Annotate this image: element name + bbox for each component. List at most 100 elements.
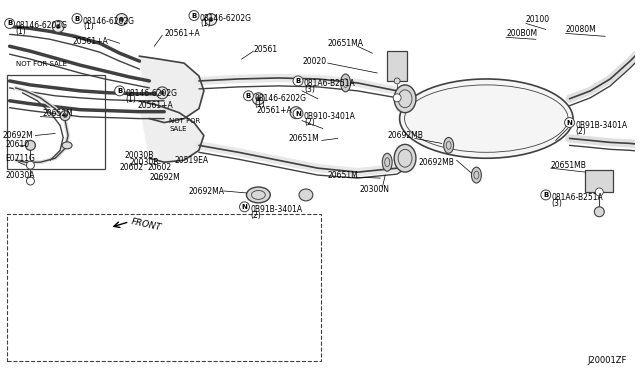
Circle shape <box>26 177 35 185</box>
Circle shape <box>116 13 127 25</box>
Text: 08146-6202G: 08146-6202G <box>255 94 307 103</box>
Text: J20001ZF: J20001ZF <box>588 356 627 365</box>
Text: 20692M: 20692M <box>149 173 180 182</box>
Circle shape <box>239 202 250 212</box>
Text: 20610: 20610 <box>6 140 30 149</box>
Circle shape <box>205 13 217 25</box>
Circle shape <box>393 94 401 102</box>
Ellipse shape <box>246 187 270 203</box>
Circle shape <box>26 161 35 169</box>
Ellipse shape <box>472 167 481 183</box>
Text: NOT FOR: NOT FOR <box>169 118 200 124</box>
Text: (1): (1) <box>255 100 265 109</box>
Ellipse shape <box>340 74 351 92</box>
Text: B: B <box>296 78 301 84</box>
Text: (2): (2) <box>250 211 261 220</box>
Bar <box>7 76 106 169</box>
Text: FRONT: FRONT <box>131 217 163 232</box>
Text: N: N <box>566 119 573 126</box>
Text: B: B <box>246 93 251 99</box>
Text: 08146-6202G: 08146-6202G <box>15 22 68 31</box>
Text: (1): (1) <box>83 22 93 32</box>
Text: 08146-6202G: 08146-6202G <box>83 16 135 26</box>
Polygon shape <box>140 56 204 122</box>
Circle shape <box>120 17 124 22</box>
Text: (1): (1) <box>125 95 136 104</box>
Circle shape <box>294 111 298 115</box>
Circle shape <box>160 91 164 95</box>
Text: B: B <box>543 192 548 198</box>
Circle shape <box>189 10 199 20</box>
Text: 081A6-B251A: 081A6-B251A <box>552 193 604 202</box>
Text: 20030B: 20030B <box>125 151 154 160</box>
Text: 20692MB: 20692MB <box>419 158 455 167</box>
Circle shape <box>293 76 303 86</box>
Circle shape <box>56 25 60 28</box>
Text: (3): (3) <box>552 199 563 208</box>
Circle shape <box>243 91 253 101</box>
Text: 20030B: 20030B <box>129 158 159 167</box>
Text: 20651M: 20651M <box>288 134 319 143</box>
Circle shape <box>564 118 575 128</box>
Ellipse shape <box>382 153 392 171</box>
Text: 20692M: 20692M <box>3 131 33 140</box>
Text: SALE: SALE <box>169 125 187 132</box>
Text: 20692MB: 20692MB <box>387 131 423 140</box>
Text: (2): (2) <box>575 126 586 135</box>
Text: 20651MA: 20651MA <box>328 39 364 48</box>
Circle shape <box>60 111 70 121</box>
Text: 081A6-B251A: 081A6-B251A <box>304 79 356 88</box>
Circle shape <box>63 114 67 118</box>
Circle shape <box>394 78 400 84</box>
Text: B: B <box>117 88 122 94</box>
Circle shape <box>257 97 260 101</box>
Ellipse shape <box>639 135 640 155</box>
Text: 08146-6202G: 08146-6202G <box>125 89 177 98</box>
Text: 20561: 20561 <box>253 45 278 54</box>
Text: (2): (2) <box>304 118 315 126</box>
Text: B: B <box>74 16 79 22</box>
Text: 0B91B-3401A: 0B91B-3401A <box>575 121 628 129</box>
Text: 20651MB: 20651MB <box>551 161 587 170</box>
Text: 20692MA: 20692MA <box>189 187 225 196</box>
Circle shape <box>72 13 82 23</box>
Circle shape <box>52 20 64 32</box>
Ellipse shape <box>299 189 313 201</box>
Circle shape <box>26 140 35 150</box>
Text: N: N <box>295 110 301 117</box>
Text: 20602: 20602 <box>147 163 172 171</box>
Circle shape <box>290 107 302 119</box>
Ellipse shape <box>444 137 454 153</box>
Text: 20080M: 20080M <box>566 25 596 34</box>
Polygon shape <box>140 101 204 162</box>
Text: B: B <box>7 20 12 26</box>
Text: 20300N: 20300N <box>360 186 390 195</box>
Text: 20651M: 20651M <box>328 171 358 180</box>
Text: (1): (1) <box>200 19 211 29</box>
Ellipse shape <box>399 79 573 158</box>
Text: 08146-6202G: 08146-6202G <box>200 13 252 23</box>
Ellipse shape <box>394 85 416 113</box>
Text: 20030A: 20030A <box>6 171 35 180</box>
Text: 0B91B-3401A: 0B91B-3401A <box>250 205 303 214</box>
Text: B: B <box>191 13 196 19</box>
Circle shape <box>252 93 264 105</box>
Text: 20100: 20100 <box>526 15 550 24</box>
Text: NOT FOR SALE: NOT FOR SALE <box>15 61 67 67</box>
Text: 20519EA: 20519EA <box>174 156 208 165</box>
Circle shape <box>115 86 125 96</box>
Text: 20561+A: 20561+A <box>257 106 292 115</box>
Circle shape <box>156 87 168 99</box>
Text: 20561+A: 20561+A <box>72 37 108 46</box>
Text: 20020: 20020 <box>303 57 327 65</box>
Text: 20561+A: 20561+A <box>164 29 200 38</box>
Bar <box>586 170 613 192</box>
Ellipse shape <box>394 144 416 172</box>
Text: 200B0M: 200B0M <box>506 29 537 38</box>
Circle shape <box>595 188 604 196</box>
Circle shape <box>541 190 551 200</box>
Text: N: N <box>241 204 248 210</box>
Circle shape <box>4 19 15 28</box>
Text: (3): (3) <box>304 85 315 94</box>
Ellipse shape <box>62 142 72 149</box>
